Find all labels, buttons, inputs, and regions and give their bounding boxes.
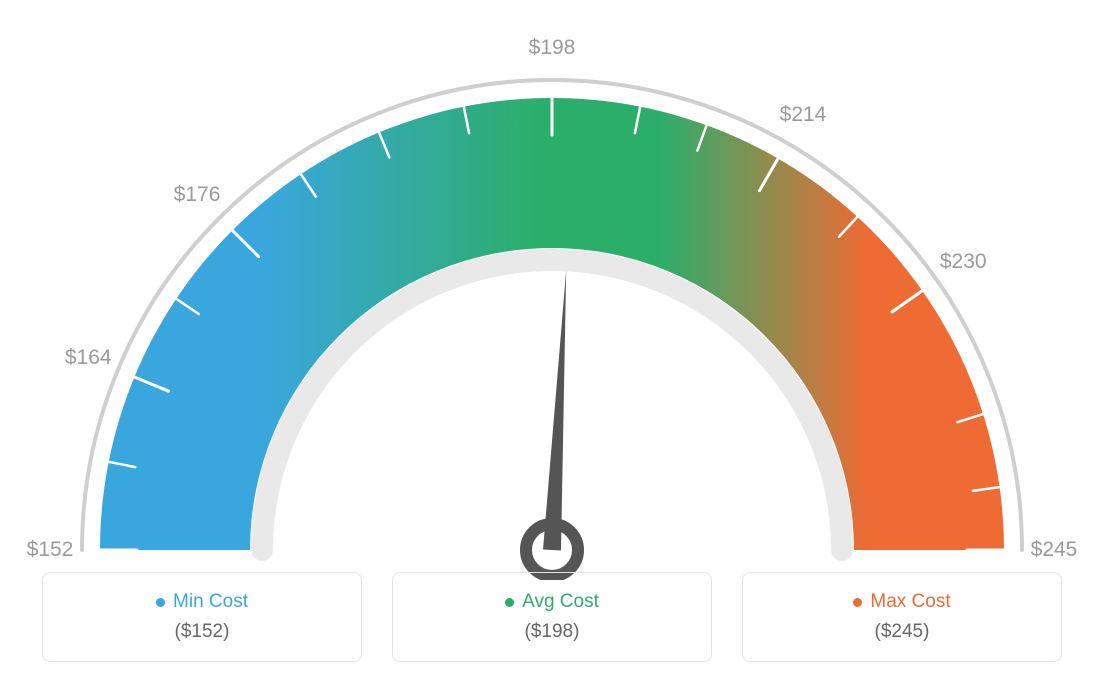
legend-avg-box: Avg Cost ($198) [392, 572, 712, 662]
legend-max-text: Max Cost [870, 591, 950, 613]
legend-min-value: ($152) [175, 621, 230, 643]
legend-avg-text: Avg Cost [522, 591, 599, 613]
legend-max-dot-icon [853, 598, 862, 607]
legend-min-dot-icon [156, 598, 165, 607]
gauge-svg [22, 20, 1082, 580]
legend-avg-label: Avg Cost [505, 591, 599, 613]
legend-max-label: Max Cost [853, 591, 950, 613]
legend-avg-value: ($198) [525, 621, 580, 643]
legend-avg-dot-icon [505, 598, 514, 607]
gauge-tick-label: $230 [940, 250, 987, 274]
gauge-tick-label: $214 [780, 103, 827, 127]
cost-gauge-chart: $152 $164 $176 $198 $214 $230 $245 [22, 20, 1082, 580]
gauge-tick-label: $164 [65, 346, 112, 370]
gauge-tick-label: $176 [174, 183, 221, 207]
legend-min-label: Min Cost [156, 591, 248, 613]
legend-max-box: Max Cost ($245) [742, 572, 1062, 662]
legend-min-box: Min Cost ($152) [42, 572, 362, 662]
legend-max-value: ($245) [875, 621, 930, 643]
legend-row: Min Cost ($152) Avg Cost ($198) Max Cost… [42, 572, 1062, 662]
gauge-tick-label: $245 [1031, 538, 1078, 562]
gauge-tick-label: $198 [529, 36, 576, 60]
legend-min-text: Min Cost [173, 591, 248, 613]
gauge-tick-label: $152 [27, 538, 74, 562]
